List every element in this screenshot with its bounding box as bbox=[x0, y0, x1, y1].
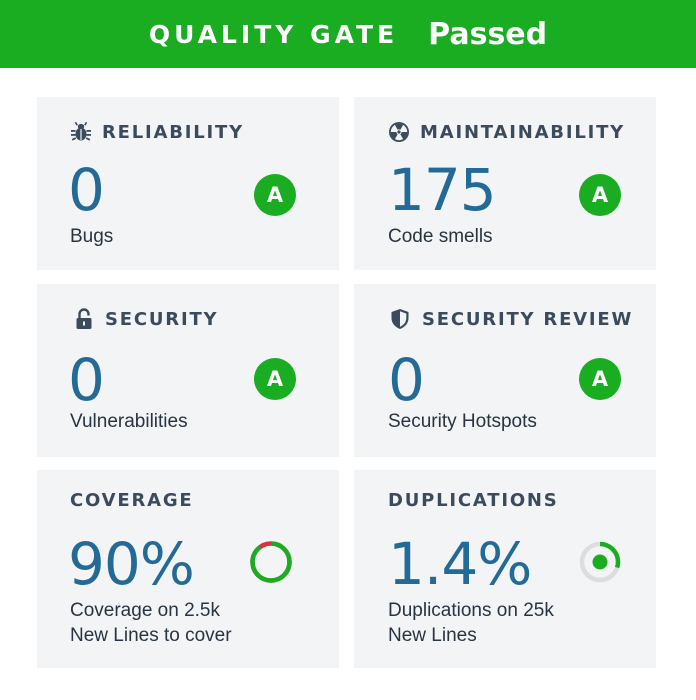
coverage-caption: Coverage on 2.5k New Lines to cover bbox=[70, 598, 232, 648]
duplications-caption-line1: Duplications on 25k bbox=[388, 600, 554, 621]
bugs-caption: Bugs bbox=[70, 226, 114, 247]
security-hotspots-count[interactable]: 0 bbox=[388, 346, 425, 414]
duplications-caption: Duplications on 25k New Lines bbox=[388, 598, 554, 648]
duplications-percentage[interactable]: 1.4% bbox=[388, 530, 532, 598]
security-title: SECURITY bbox=[75, 308, 218, 330]
coverage-caption-line1: Coverage on 2.5k bbox=[70, 600, 220, 621]
shield-icon bbox=[390, 308, 410, 330]
duplications-card[interactable]: DUPLICATIONS 1.4% Duplications on 25k Ne… bbox=[354, 470, 656, 668]
quality-gate-label: QUALITY GATE bbox=[148, 19, 399, 49]
duplications-caption-line2: New Lines bbox=[388, 625, 477, 646]
quality-gate-banner: QUALITY GATE Passed bbox=[0, 0, 696, 68]
vulnerabilities-count[interactable]: 0 bbox=[68, 346, 105, 414]
coverage-ring-covered bbox=[250, 541, 292, 583]
duplications-ring-arc bbox=[579, 541, 621, 583]
bug-icon bbox=[70, 121, 92, 143]
security-review-title: SECURITY REVIEW bbox=[390, 308, 633, 330]
maintainability-title: MAINTAINABILITY bbox=[388, 121, 625, 143]
maintainability-title-text: MAINTAINABILITY bbox=[420, 121, 626, 143]
reliability-title-text: RELIABILITY bbox=[102, 121, 244, 143]
code-smells-caption: Code smells bbox=[388, 226, 493, 247]
duplications-ring-dot bbox=[592, 554, 608, 570]
security-review-title-text: SECURITY REVIEW bbox=[422, 308, 634, 330]
security-review-rating-badge[interactable]: A bbox=[579, 358, 621, 400]
reliability-card[interactable]: RELIABILITY 0 Bugs A bbox=[37, 97, 339, 270]
security-review-card[interactable]: SECURITY REVIEW 0 Security Hotspots A bbox=[354, 284, 656, 457]
vulnerabilities-caption: Vulnerabilities bbox=[70, 411, 188, 432]
duplications-title: DUPLICATIONS bbox=[388, 490, 559, 511]
maintainability-rating-badge[interactable]: A bbox=[579, 174, 621, 216]
reliability-rating-badge[interactable]: A bbox=[254, 174, 296, 216]
security-title-text: SECURITY bbox=[105, 308, 219, 330]
maintainability-card[interactable]: MAINTAINABILITY 175 Code smells A bbox=[354, 97, 656, 270]
code-smells-count[interactable]: 175 bbox=[388, 156, 497, 224]
radioactive-icon bbox=[388, 121, 410, 143]
bugs-count[interactable]: 0 bbox=[68, 156, 105, 224]
security-card[interactable]: SECURITY 0 Vulnerabilities A bbox=[37, 284, 339, 457]
security-rating-badge[interactable]: A bbox=[254, 358, 296, 400]
coverage-caption-line2: New Lines to cover bbox=[70, 625, 232, 646]
security-hotspots-caption: Security Hotspots bbox=[388, 411, 537, 432]
reliability-title: RELIABILITY bbox=[70, 121, 244, 143]
duplications-ring-chart[interactable] bbox=[578, 540, 622, 584]
coverage-percentage[interactable]: 90% bbox=[68, 530, 195, 598]
coverage-ring-chart[interactable] bbox=[249, 540, 293, 584]
quality-gate-status: Passed bbox=[428, 16, 548, 52]
coverage-title-text: COVERAGE bbox=[70, 490, 194, 511]
duplications-title-text: DUPLICATIONS bbox=[388, 490, 559, 511]
coverage-card[interactable]: COVERAGE 90% Coverage on 2.5k New Lines … bbox=[37, 470, 339, 668]
unlock-icon bbox=[75, 308, 93, 330]
coverage-title: COVERAGE bbox=[70, 490, 194, 511]
